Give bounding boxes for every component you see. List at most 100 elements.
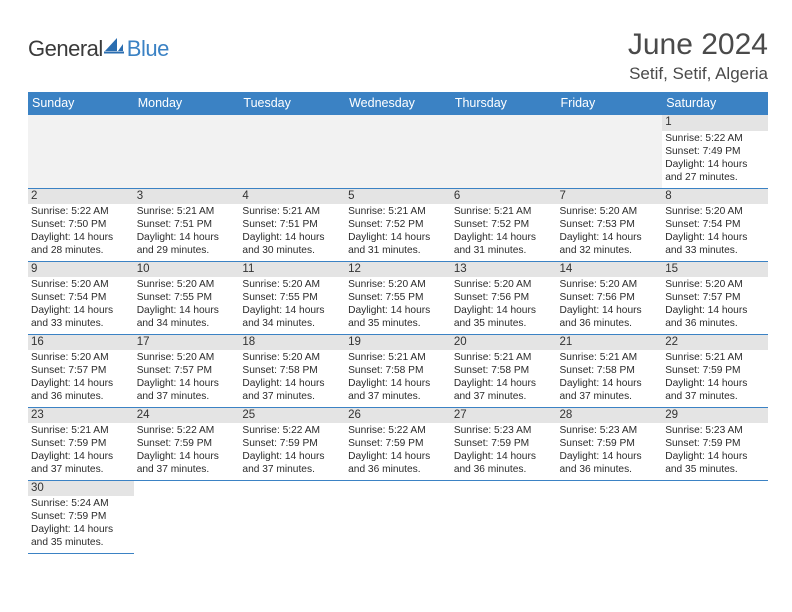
calendar-cell: 30Sunrise: 5:24 AMSunset: 7:59 PMDayligh… xyxy=(28,480,134,553)
calendar-cell: 9Sunrise: 5:20 AMSunset: 7:54 PMDaylight… xyxy=(28,261,134,334)
day-number: 5 xyxy=(345,189,451,205)
calendar-cell xyxy=(345,115,451,188)
day-details: Sunrise: 5:24 AMSunset: 7:59 PMDaylight:… xyxy=(28,496,134,551)
day-number: 25 xyxy=(239,408,345,424)
day-details: Sunrise: 5:21 AMSunset: 7:58 PMDaylight:… xyxy=(345,350,451,405)
calendar-cell: 21Sunrise: 5:21 AMSunset: 7:58 PMDayligh… xyxy=(557,334,663,407)
day-number: 3 xyxy=(134,189,240,205)
day-number: 26 xyxy=(345,408,451,424)
day-details: Sunrise: 5:20 AMSunset: 7:57 PMDaylight:… xyxy=(134,350,240,405)
day-number: 19 xyxy=(345,335,451,351)
day-number: 29 xyxy=(662,408,768,424)
day-details: Sunrise: 5:20 AMSunset: 7:55 PMDaylight:… xyxy=(134,277,240,332)
calendar-cell xyxy=(451,480,557,553)
calendar-cell: 29Sunrise: 5:23 AMSunset: 7:59 PMDayligh… xyxy=(662,407,768,480)
calendar-row: 30Sunrise: 5:24 AMSunset: 7:59 PMDayligh… xyxy=(28,480,768,553)
day-details: Sunrise: 5:23 AMSunset: 7:59 PMDaylight:… xyxy=(557,423,663,478)
weekday-header: Wednesday xyxy=(345,92,451,115)
day-number: 10 xyxy=(134,262,240,278)
day-details: Sunrise: 5:21 AMSunset: 7:51 PMDaylight:… xyxy=(239,204,345,259)
calendar-cell xyxy=(28,115,134,188)
calendar-header-row: SundayMondayTuesdayWednesdayThursdayFrid… xyxy=(28,92,768,115)
weekday-header: Tuesday xyxy=(239,92,345,115)
day-number: 12 xyxy=(345,262,451,278)
calendar-cell: 28Sunrise: 5:23 AMSunset: 7:59 PMDayligh… xyxy=(557,407,663,480)
calendar-cell: 3Sunrise: 5:21 AMSunset: 7:51 PMDaylight… xyxy=(134,188,240,261)
weekday-header: Saturday xyxy=(662,92,768,115)
calendar-cell xyxy=(345,480,451,553)
day-details: Sunrise: 5:20 AMSunset: 7:54 PMDaylight:… xyxy=(662,204,768,259)
day-number: 27 xyxy=(451,408,557,424)
calendar-cell: 27Sunrise: 5:23 AMSunset: 7:59 PMDayligh… xyxy=(451,407,557,480)
day-details: Sunrise: 5:20 AMSunset: 7:55 PMDaylight:… xyxy=(345,277,451,332)
calendar-cell: 12Sunrise: 5:20 AMSunset: 7:55 PMDayligh… xyxy=(345,261,451,334)
calendar-cell: 14Sunrise: 5:20 AMSunset: 7:56 PMDayligh… xyxy=(557,261,663,334)
day-details: Sunrise: 5:22 AMSunset: 7:59 PMDaylight:… xyxy=(134,423,240,478)
day-number: 4 xyxy=(239,189,345,205)
day-number: 1 xyxy=(662,115,768,131)
calendar-cell: 7Sunrise: 5:20 AMSunset: 7:53 PMDaylight… xyxy=(557,188,663,261)
weekday-header: Friday xyxy=(557,92,663,115)
day-details: Sunrise: 5:21 AMSunset: 7:58 PMDaylight:… xyxy=(557,350,663,405)
weekday-header: Thursday xyxy=(451,92,557,115)
calendar-body: 1Sunrise: 5:22 AMSunset: 7:49 PMDaylight… xyxy=(28,115,768,553)
calendar-row: 9Sunrise: 5:20 AMSunset: 7:54 PMDaylight… xyxy=(28,261,768,334)
day-details: Sunrise: 5:22 AMSunset: 7:50 PMDaylight:… xyxy=(28,204,134,259)
day-details: Sunrise: 5:21 AMSunset: 7:52 PMDaylight:… xyxy=(451,204,557,259)
weekday-header: Sunday xyxy=(28,92,134,115)
day-number: 16 xyxy=(28,335,134,351)
logo-text-main: General xyxy=(28,36,103,62)
day-details: Sunrise: 5:22 AMSunset: 7:59 PMDaylight:… xyxy=(239,423,345,478)
calendar-cell: 17Sunrise: 5:20 AMSunset: 7:57 PMDayligh… xyxy=(134,334,240,407)
calendar-cell: 11Sunrise: 5:20 AMSunset: 7:55 PMDayligh… xyxy=(239,261,345,334)
calendar-cell xyxy=(557,115,663,188)
day-details: Sunrise: 5:21 AMSunset: 7:52 PMDaylight:… xyxy=(345,204,451,259)
calendar-cell: 23Sunrise: 5:21 AMSunset: 7:59 PMDayligh… xyxy=(28,407,134,480)
day-number: 18 xyxy=(239,335,345,351)
day-details: Sunrise: 5:20 AMSunset: 7:54 PMDaylight:… xyxy=(28,277,134,332)
calendar-row: 23Sunrise: 5:21 AMSunset: 7:59 PMDayligh… xyxy=(28,407,768,480)
day-details: Sunrise: 5:20 AMSunset: 7:53 PMDaylight:… xyxy=(557,204,663,259)
calendar-cell: 24Sunrise: 5:22 AMSunset: 7:59 PMDayligh… xyxy=(134,407,240,480)
day-number: 17 xyxy=(134,335,240,351)
day-number: 30 xyxy=(28,481,134,497)
calendar-cell: 25Sunrise: 5:22 AMSunset: 7:59 PMDayligh… xyxy=(239,407,345,480)
day-number: 15 xyxy=(662,262,768,278)
calendar-cell xyxy=(662,480,768,553)
weekday-header: Monday xyxy=(134,92,240,115)
day-number: 14 xyxy=(557,262,663,278)
day-details: Sunrise: 5:20 AMSunset: 7:56 PMDaylight:… xyxy=(557,277,663,332)
calendar-cell: 19Sunrise: 5:21 AMSunset: 7:58 PMDayligh… xyxy=(345,334,451,407)
calendar-cell: 16Sunrise: 5:20 AMSunset: 7:57 PMDayligh… xyxy=(28,334,134,407)
calendar-cell xyxy=(451,115,557,188)
day-details: Sunrise: 5:21 AMSunset: 7:58 PMDaylight:… xyxy=(451,350,557,405)
calendar-cell: 18Sunrise: 5:20 AMSunset: 7:58 PMDayligh… xyxy=(239,334,345,407)
day-number: 8 xyxy=(662,189,768,205)
logo-text-accent: Blue xyxy=(127,36,169,62)
day-details: Sunrise: 5:20 AMSunset: 7:58 PMDaylight:… xyxy=(239,350,345,405)
calendar-cell: 4Sunrise: 5:21 AMSunset: 7:51 PMDaylight… xyxy=(239,188,345,261)
day-details: Sunrise: 5:21 AMSunset: 7:59 PMDaylight:… xyxy=(662,350,768,405)
day-details: Sunrise: 5:23 AMSunset: 7:59 PMDaylight:… xyxy=(662,423,768,478)
logo: General Blue xyxy=(28,28,169,62)
calendar-cell: 15Sunrise: 5:20 AMSunset: 7:57 PMDayligh… xyxy=(662,261,768,334)
day-details: Sunrise: 5:20 AMSunset: 7:57 PMDaylight:… xyxy=(662,277,768,332)
calendar-row: 1Sunrise: 5:22 AMSunset: 7:49 PMDaylight… xyxy=(28,115,768,188)
calendar-table: SundayMondayTuesdayWednesdayThursdayFrid… xyxy=(28,92,768,554)
day-details: Sunrise: 5:23 AMSunset: 7:59 PMDaylight:… xyxy=(451,423,557,478)
day-number: 6 xyxy=(451,189,557,205)
calendar-cell: 10Sunrise: 5:20 AMSunset: 7:55 PMDayligh… xyxy=(134,261,240,334)
day-number: 9 xyxy=(28,262,134,278)
day-details: Sunrise: 5:20 AMSunset: 7:57 PMDaylight:… xyxy=(28,350,134,405)
day-details: Sunrise: 5:22 AMSunset: 7:49 PMDaylight:… xyxy=(662,131,768,186)
day-number: 13 xyxy=(451,262,557,278)
calendar-cell: 1Sunrise: 5:22 AMSunset: 7:49 PMDaylight… xyxy=(662,115,768,188)
location-text: Setif, Setif, Algeria xyxy=(628,64,768,84)
day-details: Sunrise: 5:20 AMSunset: 7:55 PMDaylight:… xyxy=(239,277,345,332)
calendar-cell xyxy=(239,480,345,553)
day-number: 21 xyxy=(557,335,663,351)
calendar-cell: 26Sunrise: 5:22 AMSunset: 7:59 PMDayligh… xyxy=(345,407,451,480)
day-details: Sunrise: 5:21 AMSunset: 7:51 PMDaylight:… xyxy=(134,204,240,259)
day-number: 22 xyxy=(662,335,768,351)
calendar-cell: 22Sunrise: 5:21 AMSunset: 7:59 PMDayligh… xyxy=(662,334,768,407)
